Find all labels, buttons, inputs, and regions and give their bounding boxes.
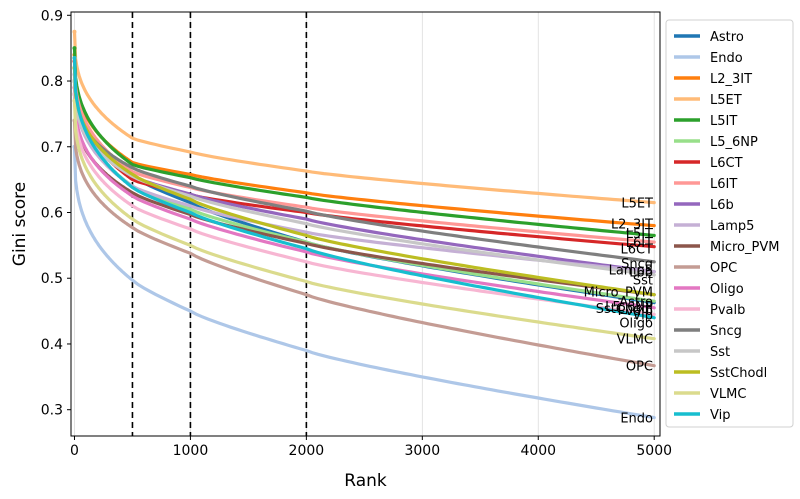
- y-tick-label-1: 0.4: [41, 337, 63, 353]
- legend-label-pvalb: Pvalb: [710, 303, 745, 318]
- series-line-endo: [72, 145, 656, 420]
- legend-label-sncg: Sncg: [710, 324, 742, 339]
- x-tick-label-1: 1000: [173, 443, 209, 459]
- legend-label-l5-6np: L5_6NP: [710, 135, 758, 150]
- series-line-vip: [72, 56, 656, 320]
- end-label-micro-pvm: Micro_PVM: [584, 285, 653, 300]
- end-label-opc: OPC: [626, 360, 653, 375]
- legend-label-sstchodl: SstChodl: [710, 366, 767, 381]
- series-lines: [72, 29, 656, 420]
- end-label-lamp5: Lamp5: [609, 264, 653, 279]
- grid-lines: [74, 12, 655, 436]
- series-line-pvalb: [72, 92, 656, 316]
- x-tick-label-3: 3000: [404, 443, 440, 459]
- series-line-astro: [72, 79, 656, 305]
- x-axis-ticks: 0 1000 2000 3000 4000 5000: [70, 436, 672, 459]
- legend-label-vip: Vip: [710, 408, 730, 423]
- y-tick-label-0: 0.3: [41, 403, 63, 419]
- x-tick-label-4: 4000: [520, 443, 556, 459]
- series-line-vlmc: [72, 99, 656, 341]
- legend-label-l6ct: L6CT: [710, 156, 743, 171]
- end-label-astro: Astro: [619, 295, 653, 310]
- x-tick-label-2: 2000: [289, 443, 325, 459]
- end-labels: L5ET L2_3ITL5ITL6ITL6CTSncgLamp5L6bSstMic…: [584, 197, 654, 427]
- legend-label-micro-pvm: Micro_PVM: [710, 240, 779, 255]
- series-line-oligo: [72, 86, 656, 310]
- end-label-oligo: Oligo: [619, 316, 653, 331]
- y-axis-ticks: 0.3 0.4 0.5 0.6 0.7 0.8 0.9: [41, 8, 71, 419]
- series-line-l5it: [72, 46, 656, 238]
- series-line-sstchodl: [72, 66, 656, 297]
- legend-label-l6it: L6IT: [710, 177, 737, 192]
- end-label-sst: Sst: [633, 274, 653, 289]
- end-label-l6b: L6b: [629, 266, 653, 281]
- y-tick-label-4: 0.7: [41, 140, 63, 156]
- y-tick-label-5: 0.8: [41, 74, 63, 90]
- end-label-l2-3it: L2_3IT: [611, 218, 653, 233]
- end-label-l5-6np: L5_6NP: [605, 300, 653, 315]
- y-axis-label: Gini score: [10, 182, 30, 266]
- legend-label-opc: OPC: [710, 261, 737, 276]
- end-label-l6ct: L6CT: [620, 243, 653, 258]
- end-label-pvalb: Pvalb: [618, 304, 653, 319]
- end-label-l6it: L6IT: [626, 236, 653, 251]
- end-label-vip: Vip: [633, 308, 653, 323]
- legend-label-l5it: L5IT: [710, 114, 737, 129]
- end-label-l5it: L5IT: [626, 227, 653, 242]
- x-tick-label-0: 0: [70, 443, 79, 459]
- y-tick-label-3: 0.6: [41, 205, 63, 221]
- legend-label-oligo: Oligo: [710, 282, 744, 297]
- y-tick-label-2: 0.5: [41, 271, 63, 287]
- legend-label-endo: Endo: [710, 51, 743, 66]
- end-label-endo: Endo: [620, 412, 653, 427]
- x-axis-label: Rank: [344, 471, 387, 491]
- legend: Astro Endo L2_3IT L5ET L5IT L5_6NP L6CT L6IT L6b…: [665, 19, 794, 428]
- end-label-sncg: Sncg: [621, 257, 653, 272]
- series-start-point-4: [72, 46, 77, 51]
- x-tick-label-5: 5000: [636, 443, 672, 459]
- legend-label-lamp5: Lamp5: [710, 219, 754, 234]
- series-start-point-18: [72, 56, 77, 61]
- series-start-point-3: [72, 29, 77, 34]
- series-line-l6it: [72, 56, 656, 244]
- legend-label-l5et: L5ET: [710, 93, 742, 108]
- legend-label-l6b: L6b: [710, 198, 734, 213]
- legend-label-l2-3it: L2_3IT: [710, 72, 752, 87]
- series-line-opc: [72, 118, 656, 368]
- series-line-sst: [72, 79, 656, 277]
- y-tick-label-6: 0.9: [41, 8, 63, 24]
- legend-label-sst: Sst: [710, 345, 730, 360]
- end-label-l5et: L5ET: [621, 197, 653, 212]
- legend-label-vlmc: VLMC: [710, 387, 746, 402]
- end-label-sstchodl: SstChodl: [596, 302, 653, 317]
- plot-frame: [70, 11, 661, 437]
- series-line-l5et: [72, 30, 656, 205]
- end-label-vlmc: VLMC: [617, 333, 653, 348]
- legend-label-astro: Astro: [710, 30, 744, 45]
